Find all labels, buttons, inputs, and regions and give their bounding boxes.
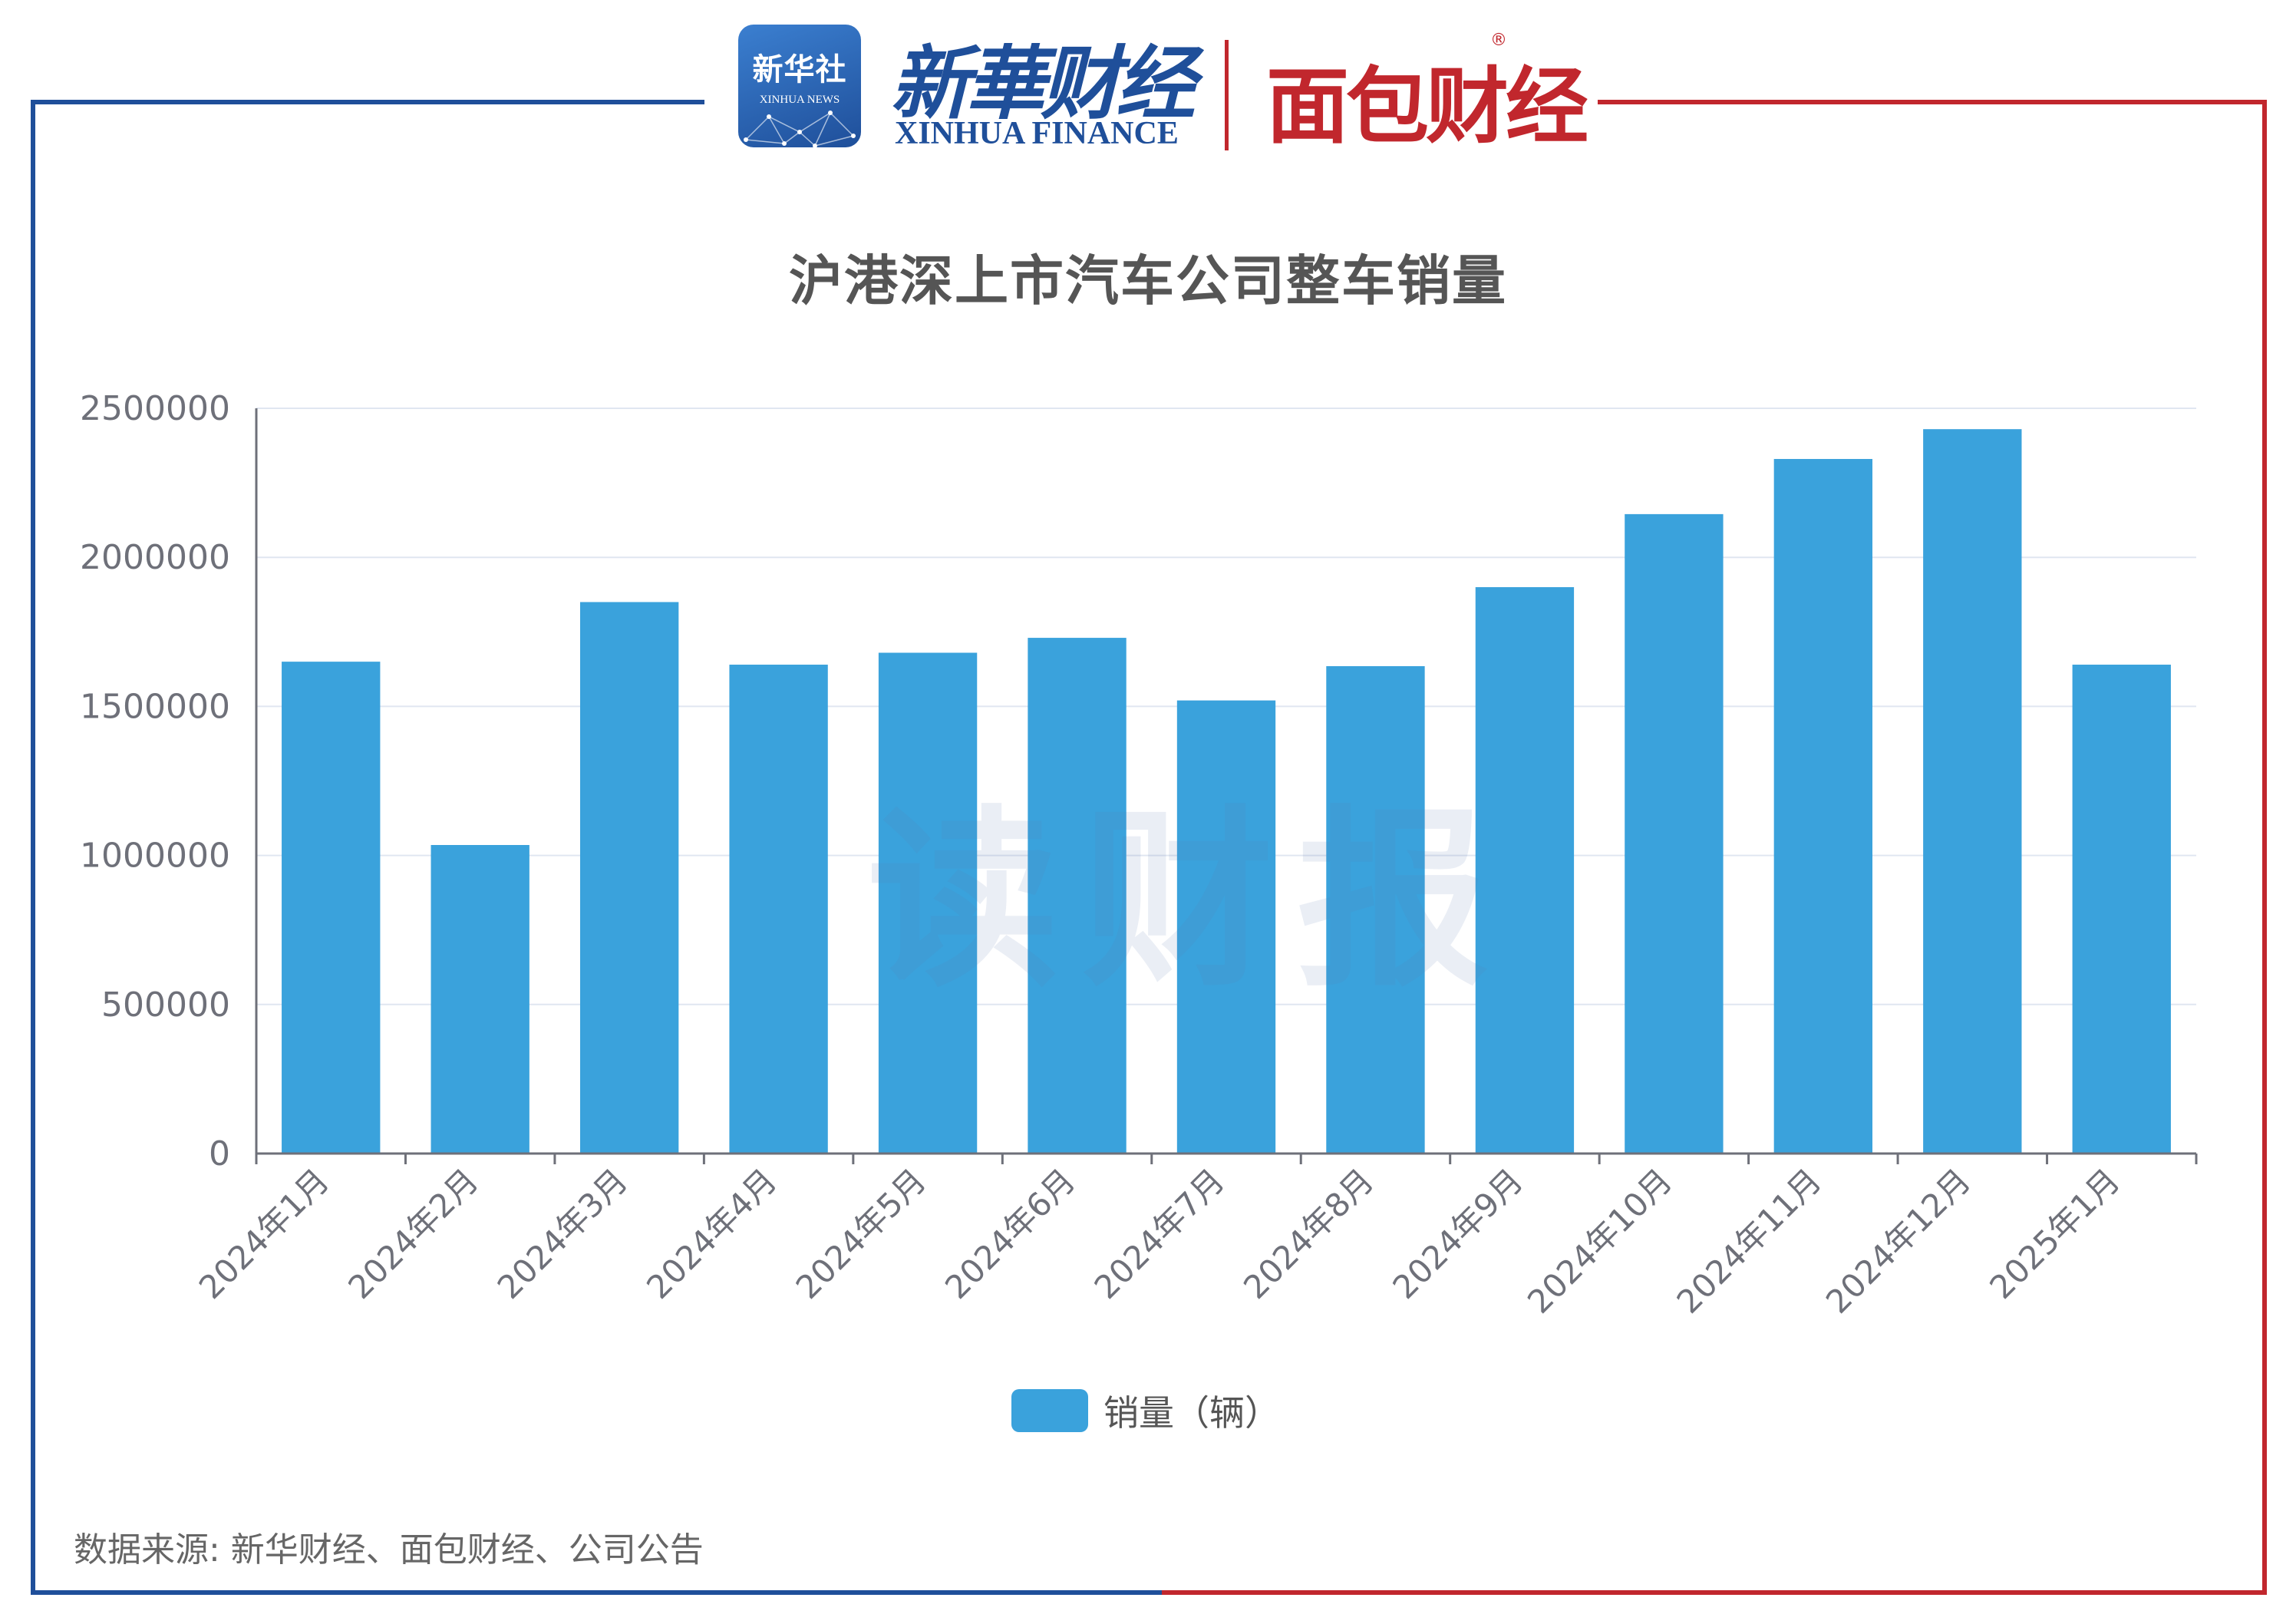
bar[interactable] <box>1475 587 1575 1154</box>
y-tick-label: 2000000 <box>80 538 230 577</box>
bar[interactable] <box>1176 700 1276 1154</box>
bar[interactable] <box>430 845 529 1154</box>
legend[interactable]: 销量（辆） <box>1011 1388 1280 1434</box>
bar[interactable] <box>729 665 828 1154</box>
x-tick-label: 2025年1月 <box>1982 1161 2127 1306</box>
x-tick-label: 2024年5月 <box>789 1161 934 1306</box>
bar[interactable] <box>1773 459 1873 1154</box>
mianbao-finance-logo: 面包财经 <box>1266 59 1588 155</box>
y-tick-label: 0 <box>209 1134 230 1173</box>
legend-swatch <box>1011 1389 1088 1432</box>
x-tick-label: 2024年2月 <box>341 1161 486 1306</box>
bar[interactable] <box>878 652 978 1154</box>
y-tick-label: 2500000 <box>80 389 230 428</box>
frame-right-line <box>2262 100 2267 1595</box>
bar[interactable] <box>282 662 381 1154</box>
frame-top-right-line <box>1598 100 2267 104</box>
xinhua-news-logo: 新华社 XINHUA NEWS <box>738 25 861 147</box>
x-tick-labels: 2024年1月 2024年2月 2024年3月 2024年4月 2024年5月 2024年… <box>192 1161 2127 1320</box>
legend-label: 销量（辆） <box>1103 1392 1280 1434</box>
x-tick-label: 2024年1月 <box>192 1161 337 1306</box>
xinhua-badge-en: XINHUA NEWS <box>759 94 840 106</box>
bars <box>282 429 2171 1154</box>
y-tick-label: 1000000 <box>80 837 230 876</box>
bar[interactable] <box>2072 665 2171 1154</box>
bar[interactable] <box>1326 665 1425 1154</box>
x-tick-label: 2024年12月 <box>1819 1161 1978 1320</box>
xinhua-finance-logo-cn: 新華财经 <box>890 36 1196 130</box>
bar[interactable] <box>579 602 679 1154</box>
bar[interactable] <box>1625 513 1724 1154</box>
source-note: 数据来源: 新华财经、面包财经、公司公告 <box>74 1530 704 1570</box>
bar[interactable] <box>1028 638 1127 1154</box>
y-tick-label: 1500000 <box>80 687 230 726</box>
y-tick-label: 500000 <box>101 985 230 1025</box>
x-tick-label: 2024年3月 <box>490 1161 635 1306</box>
x-tick-label: 2024年11月 <box>1669 1161 1828 1320</box>
frame-bottom-left-line <box>31 1590 1162 1595</box>
bar[interactable] <box>1923 429 2022 1154</box>
frame-top-left-line <box>31 100 704 104</box>
axes <box>255 408 2198 1164</box>
chart-title: 沪港深上市汽车公司整车销量 <box>789 249 1507 312</box>
xinhua-badge-cn: 新华社 <box>752 52 847 87</box>
x-tick-label: 2024年9月 <box>1385 1161 1530 1306</box>
x-tick-label: 2024年8月 <box>1236 1161 1381 1306</box>
network-icon <box>744 111 856 147</box>
logo-divider <box>1225 40 1229 150</box>
x-tick-label: 2024年10月 <box>1520 1161 1679 1320</box>
x-tick-label: 2024年4月 <box>639 1161 784 1306</box>
y-tick-labels: 0 500000 1000000 1500000 2000000 2500000 <box>80 389 230 1173</box>
frame-bottom-right-line <box>1162 1590 2267 1595</box>
registered-mark: ® <box>1490 31 1507 50</box>
x-tick-label: 2024年7月 <box>1087 1161 1232 1306</box>
x-tick-label: 2024年6月 <box>938 1161 1083 1306</box>
frame-left-line <box>31 100 35 1595</box>
xinhua-finance-logo-en: XINHUA FINANCE <box>895 116 1179 151</box>
